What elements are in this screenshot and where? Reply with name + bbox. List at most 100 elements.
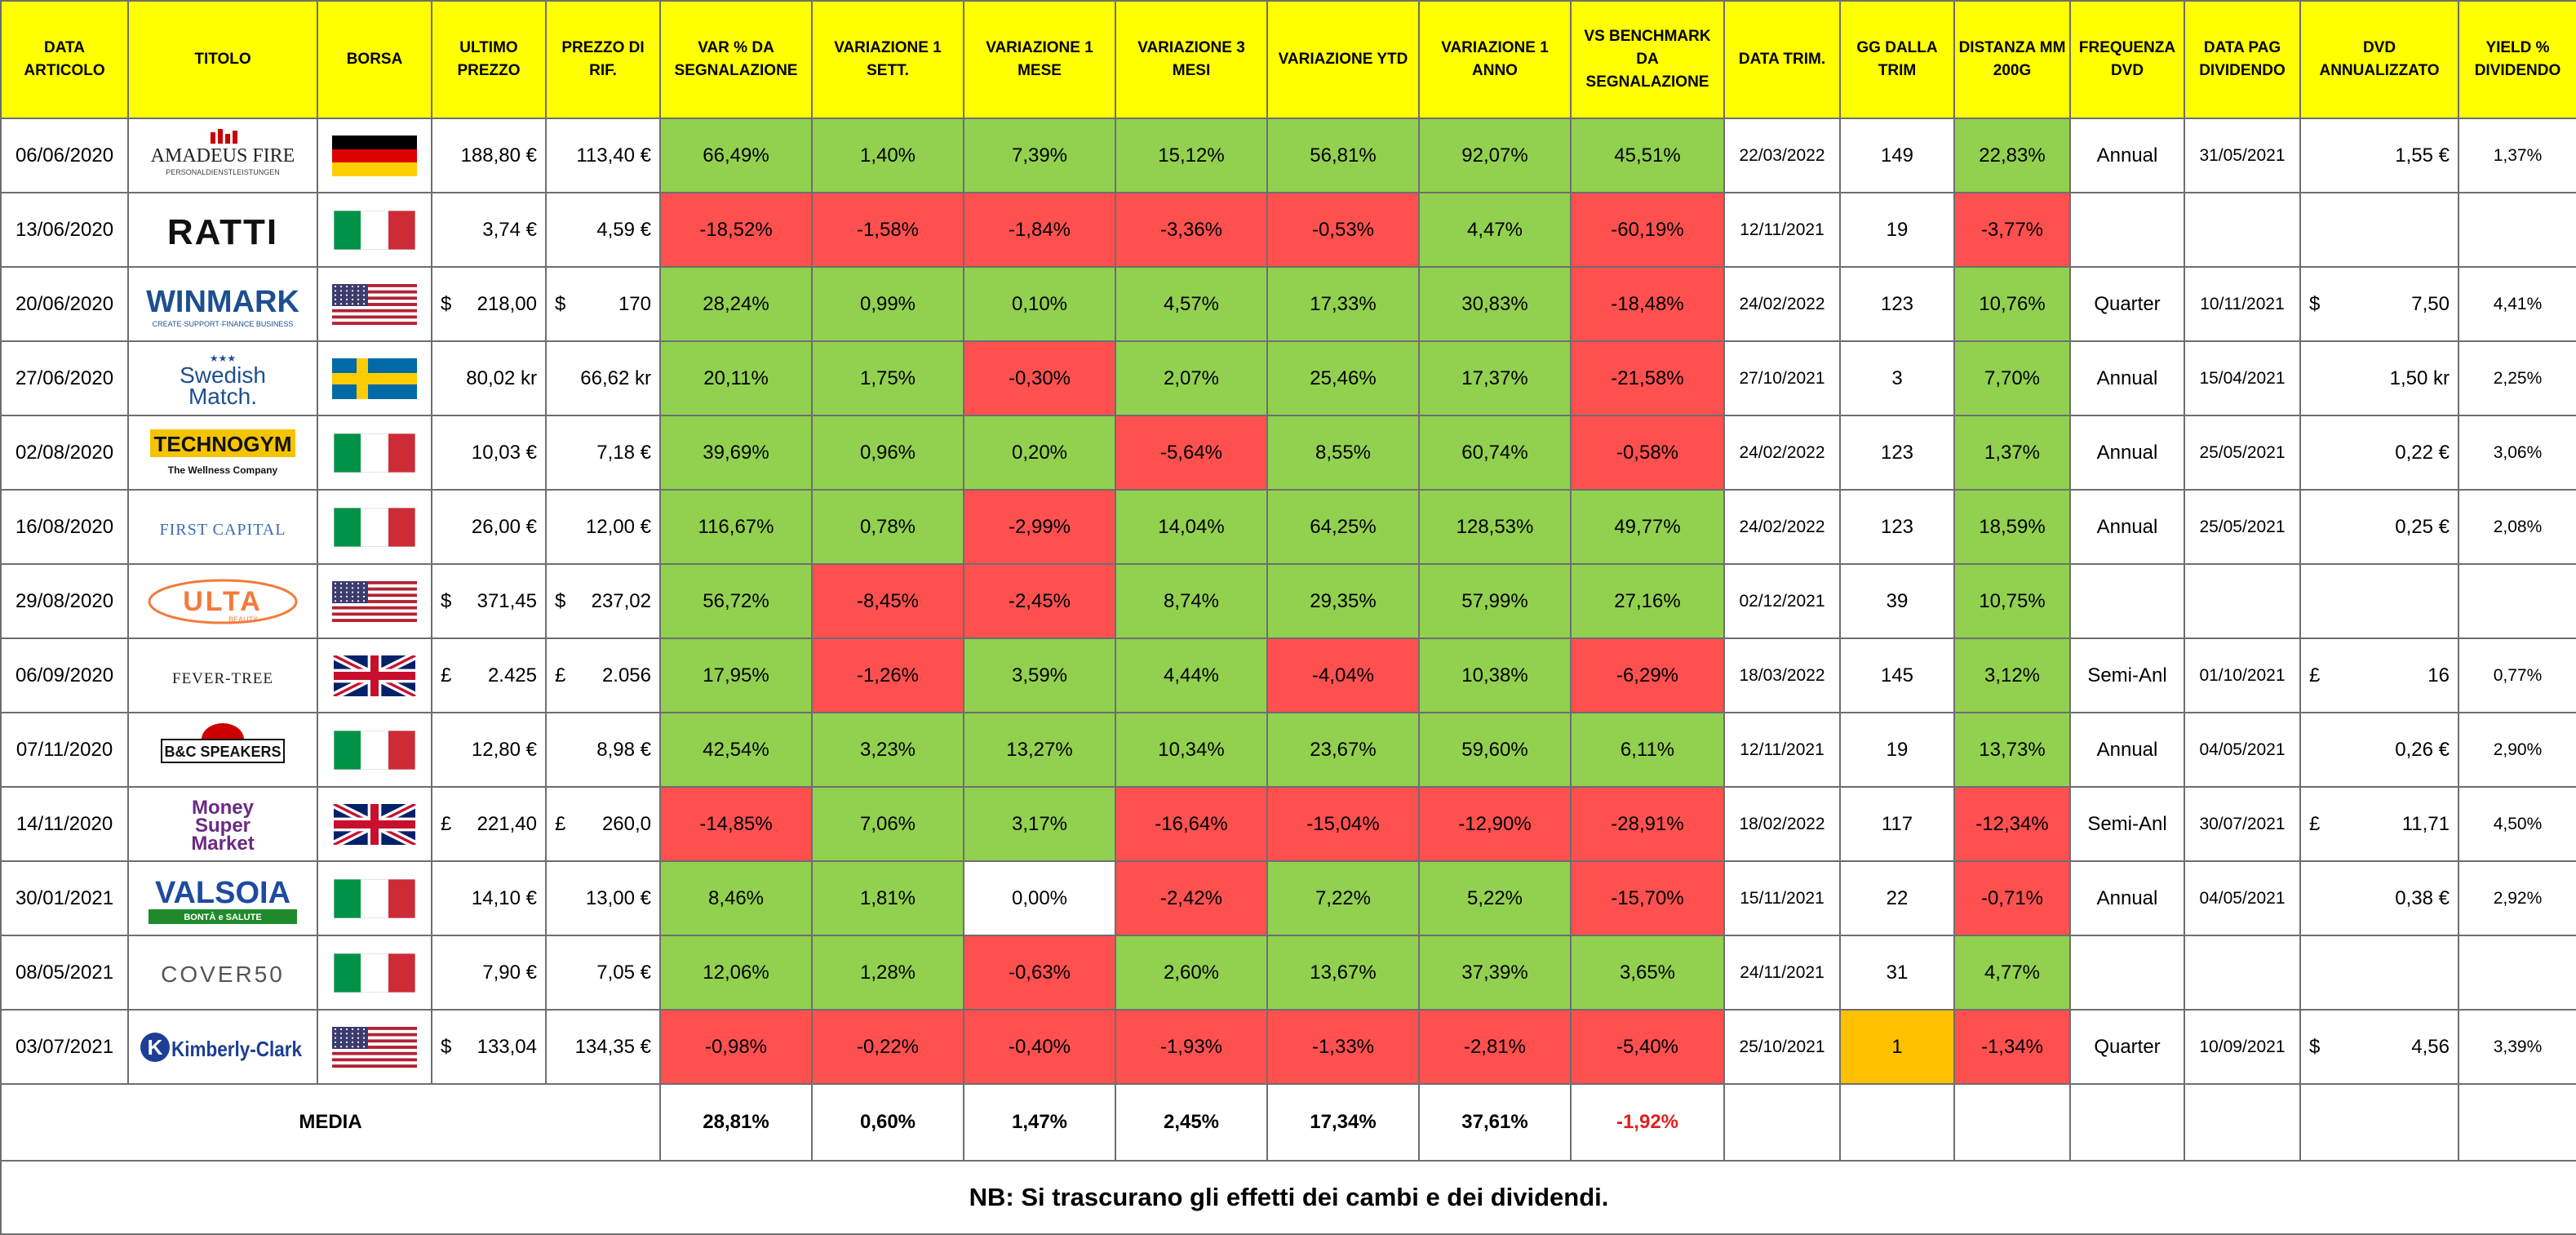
- ma200-distance: 10,75%: [1953, 563, 2071, 639]
- flag-it-icon: [317, 192, 432, 268]
- pct-w1: -1,58%: [811, 192, 964, 268]
- pct-m1: -0,63%: [963, 935, 1116, 1011]
- flag-uk-icon: [317, 786, 432, 862]
- last-price: 7,90 €: [431, 935, 547, 1011]
- dividend-frequency: Annual: [2069, 340, 2185, 416]
- column-header: TITOLO: [127, 0, 318, 119]
- pct-m3: 15,12%: [1115, 118, 1268, 193]
- pct-var: 66,49%: [659, 118, 813, 193]
- date-cell: 14/11/2020: [0, 786, 129, 862]
- days-since-quarter: 39: [1839, 563, 1955, 639]
- pct-var: -18,52%: [659, 192, 813, 268]
- company-logo: K Kimberly-Clark: [127, 1009, 318, 1085]
- svg-text:Super: Super: [195, 815, 251, 837]
- date-cell: 02/08/2020: [0, 415, 129, 491]
- days-since-quarter: 31: [1839, 935, 1955, 1011]
- pct-ytd: 17,33%: [1266, 266, 1420, 342]
- flag-it-icon: [317, 415, 432, 491]
- average-label: MEDIA: [0, 1083, 661, 1162]
- currency-symbol: $: [441, 1035, 452, 1058]
- last-price: 26,00 €: [431, 489, 547, 565]
- pct-y1: 59,60%: [1418, 712, 1572, 788]
- ref-price: 134,35 €: [545, 1009, 661, 1085]
- company-logo: WINMARK CREATE·SUPPORT·FINANCE BUSINESS: [127, 266, 318, 342]
- ma200-distance: 18,59%: [1953, 489, 2071, 565]
- column-header: VS BENCHMARK DA SEGNALAZIONE: [1570, 0, 1725, 119]
- date-cell: 20/06/2020: [0, 266, 129, 342]
- annual-dividend: £11,71: [2299, 786, 2459, 862]
- annual-dividend: [2299, 192, 2459, 268]
- pct-w1: -8,45%: [811, 563, 964, 639]
- company-logo: FEVER-TREE: [127, 637, 318, 713]
- pct-y1: -2,81%: [1418, 1009, 1572, 1085]
- pct-m3: 8,74%: [1115, 563, 1268, 639]
- pct-m3: -16,64%: [1115, 786, 1268, 862]
- pct-bench: -60,19%: [1570, 192, 1725, 268]
- currency-symbol: £: [2309, 664, 2321, 686]
- annual-dividend: $7,50: [2299, 266, 2459, 342]
- dividend-frequency: Quarter: [2069, 1009, 2185, 1085]
- pct-w1: 1,28%: [811, 935, 964, 1011]
- pct-bench: -6,29%: [1570, 637, 1725, 713]
- note-row: NB: Si trascurano gli effetti dei cambi …: [0, 1160, 2576, 1235]
- pct-y1: 60,74%: [1418, 415, 1572, 491]
- svg-text:CREATE·SUPPORT·FINANCE BUSINES: CREATE·SUPPORT·FINANCE BUSINESS: [153, 320, 294, 328]
- last-price: 14,10 €: [431, 860, 547, 936]
- amount: 218,00: [477, 292, 537, 315]
- pct-var: 28,24%: [659, 266, 813, 342]
- pct-var: -14,85%: [659, 786, 813, 862]
- pct-w1: -1,26%: [811, 637, 964, 713]
- quarter-date: 18/02/2022: [1723, 786, 1841, 862]
- pct-w1: 3,23%: [811, 712, 964, 788]
- pct-w1: 0,96%: [811, 415, 964, 491]
- table-row: 06/09/2020 FEVER-TREE £2.425 £2.056 17,95% -1…: [0, 637, 2576, 713]
- flag-it-icon: [317, 712, 432, 788]
- company-logo: TECHNOGYM The Wellness Company: [127, 415, 318, 491]
- column-header: FREQUENZA DVD: [2069, 0, 2185, 119]
- pct-var: 20,11%: [659, 340, 813, 416]
- last-price: 10,03 €: [431, 415, 547, 491]
- amount: 2.425: [487, 664, 537, 686]
- svg-text:FIRST CAPITAL: FIRST CAPITAL: [160, 521, 286, 539]
- dividend-pay-date: 10/11/2021: [2184, 266, 2301, 342]
- pct-y1: 4,47%: [1418, 192, 1572, 268]
- dividend-pay-date: [2184, 192, 2301, 268]
- pct-ytd: -4,04%: [1266, 637, 1420, 713]
- ref-price: 4,59 €: [545, 192, 661, 268]
- amount: 170: [618, 292, 651, 315]
- pct-w1: 0,78%: [811, 489, 964, 565]
- quarter-date: 24/02/2022: [1723, 266, 1841, 342]
- table-row: 03/07/2021 K Kimberly-Clark $133,04 134,35 €…: [0, 1009, 2576, 1085]
- days-since-quarter: 123: [1839, 266, 1955, 342]
- ref-price: $237,02: [545, 563, 661, 639]
- pct-bench: -18,48%: [1570, 266, 1725, 342]
- pct-var: 56,72%: [659, 563, 813, 639]
- quarter-date: 22/03/2022: [1723, 118, 1841, 193]
- dividend-frequency: Annual: [2069, 860, 2185, 936]
- quarter-date: 24/02/2022: [1723, 415, 1841, 491]
- svg-text:Kimberly-Clark: Kimberly-Clark: [171, 1037, 302, 1061]
- svg-text:Money: Money: [192, 797, 255, 819]
- pct-m3: -5,64%: [1115, 415, 1268, 491]
- dividend-frequency: Semi-Anl: [2069, 637, 2185, 713]
- table-row: 27/06/2020 ★★★ Swedish Match. 80,02 kr 66,62 …: [0, 340, 2576, 416]
- dividend-pay-date: 04/05/2021: [2184, 860, 2301, 936]
- dividend-yield: 1,37%: [2458, 118, 2576, 193]
- dividend-yield: [2458, 192, 2576, 268]
- quarter-date: 27/10/2021: [1723, 340, 1841, 416]
- svg-text:COVER50: COVER50: [161, 962, 285, 987]
- quarter-date: 18/03/2022: [1723, 637, 1841, 713]
- table-row: 30/01/2021 VALSOIA BONTÀ e SALUTE 14,10 €13…: [0, 860, 2576, 936]
- flag-se-icon: [317, 340, 432, 416]
- dividend-frequency: [2069, 192, 2185, 268]
- empty-cell: [2069, 1083, 2185, 1162]
- header-row: DATA ARTICOLO TITOLO BORSA ULTIMO PREZZO PRE…: [0, 0, 2576, 119]
- dividend-yield: [2458, 935, 2576, 1011]
- pct-m3: 10,34%: [1115, 712, 1268, 788]
- last-price: $371,45: [431, 563, 547, 639]
- flag-it-icon: [317, 860, 432, 936]
- dividend-frequency: [2069, 935, 2185, 1011]
- table-row: 02/08/2020 TECHNOGYM The Wellness Company 1…: [0, 415, 2576, 491]
- currency-symbol: $: [555, 589, 566, 612]
